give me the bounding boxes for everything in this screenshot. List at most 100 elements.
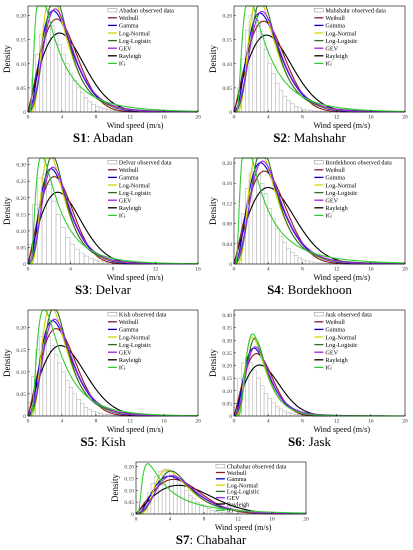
legend-entry: Jask observed data [325, 312, 372, 319]
legend-entry: Log-Logistic [325, 38, 358, 45]
legend-entry: Weibull [227, 470, 247, 477]
y-tick-label: 0.20 [222, 364, 232, 370]
x-tick-label: 12 [127, 115, 133, 121]
chart-panel-s1: 0 4 8 12 16 20 0 0.05 0.10 0.15 0.20 Wind speed (m/… [0, 0, 206, 152]
y-tick-label: 0.15 [16, 38, 26, 44]
histogram-bar [57, 362, 62, 417]
histogram-bar [65, 237, 71, 265]
legend-entry: IG [325, 61, 332, 68]
x-tick-label: 4 [61, 115, 64, 121]
legend-swatch-observed [107, 312, 118, 317]
y-tick-label: 0 [23, 262, 26, 268]
histogram-bar [188, 494, 193, 515]
y-axis-label: Density [2, 349, 12, 377]
y-tick-label: 0.20 [222, 161, 232, 167]
histogram-bar [87, 101, 92, 113]
histogram-bar [91, 410, 96, 417]
histogram-bar [76, 398, 81, 417]
x-tick-label: 4 [267, 267, 270, 273]
curve-ig [234, 157, 406, 265]
histogram-bar [60, 227, 66, 265]
panel-caption: S7: Chabahar [108, 532, 314, 548]
y-tick-label: 0.05 [16, 392, 26, 398]
y-tick-label: 0.35 [222, 326, 232, 332]
histogram-bar [191, 498, 197, 515]
y-tick-label: 0.16 [222, 181, 232, 187]
x-tick-label: 0 [233, 419, 236, 425]
caption-station-name: : Jask [301, 434, 331, 449]
caption-station-code: S4 [267, 282, 281, 297]
y-axis-label: Density [110, 474, 120, 502]
curve-ig [136, 463, 307, 515]
y-tick-label: 0.05 [222, 401, 232, 407]
histogram-bar [46, 336, 51, 417]
histogram-bar [271, 218, 276, 265]
x-tick-label: 8 [203, 517, 206, 523]
y-tick-label: 0 [131, 512, 134, 518]
x-tick-label: 8 [112, 267, 115, 273]
histogram-bar [290, 252, 295, 265]
legend-entry: GEV [325, 46, 338, 53]
histogram-bar [278, 408, 284, 417]
histogram-bar [275, 82, 280, 113]
x-tick-label: 20 [303, 517, 309, 523]
chart-svg: 0 4 8 12 16 20 0 0.05 0.10 0.15 0.20 Wind speed (m/… [110, 461, 309, 532]
x-tick-label: 0 [27, 115, 30, 121]
histogram-bar [46, 20, 51, 113]
histogram-bar [256, 377, 261, 417]
curve-gev [233, 160, 406, 265]
histogram-bar [267, 63, 272, 113]
curve-ig [28, 309, 199, 417]
x-tick-label: 0 [27, 267, 30, 273]
histogram-bar [91, 104, 96, 113]
y-tick-label: 0.05 [124, 500, 134, 506]
plot-frame [233, 309, 406, 417]
histogram-bar [305, 260, 310, 265]
x-axis-label: Wind speed (m/s) [107, 425, 164, 434]
histogram-bar [53, 353, 59, 417]
x-tick-label: 4 [169, 517, 172, 523]
y-tick-label: 0.40 [222, 313, 232, 319]
histogram-bar [184, 490, 189, 515]
legend-entry: Gamma [119, 23, 139, 30]
histogram-bar [106, 109, 111, 113]
y-tick-label: 0 [23, 414, 26, 420]
caption-station-name: : Kish [94, 434, 126, 449]
x-tick-label: 12 [334, 419, 340, 425]
histogram-bar [252, 370, 257, 417]
legend-entry: Weibull [119, 167, 139, 174]
histogram-bar [76, 87, 81, 113]
x-tick-label: 16 [161, 419, 167, 425]
x-tick-label: 4 [61, 419, 64, 425]
histogram-bar [83, 97, 89, 113]
legend-entry: Log-Normal [119, 334, 150, 341]
chart-svg: 0 4 8 12 16 0 0.05 0.10 0.15 0.20 0.25 0.30 Wind spe… [2, 157, 201, 282]
y-tick-label: 0.10 [16, 229, 26, 235]
legend-entry: Delvar observed data [119, 160, 172, 167]
histogram-bar [297, 257, 302, 265]
x-axis-label: Wind speed (m/s) [107, 273, 164, 282]
chart-panel-s2: 0 4 8 12 16 20 0 0.05 0.10 0.15 0.20 Wind speed (m/… [206, 0, 413, 152]
x-tick-label: 4 [267, 115, 270, 121]
x-tick-label: 12 [235, 517, 241, 523]
x-tick-label: 8 [95, 115, 98, 121]
legend-entry: Log-Logistic [325, 342, 358, 349]
y-tick-label: 0.15 [16, 348, 26, 354]
panel-caption: S1: Abadan [0, 130, 206, 146]
legend-swatch-observed [215, 464, 226, 469]
x-tick-label: 0 [135, 517, 138, 523]
chart-svg: 0 4 8 12 16 20 0 0.05 0.10 0.15 0.20 Wind speed (m/… [2, 309, 201, 434]
legend-entry: IG [119, 61, 126, 68]
legend-entry: Rayleigh [119, 357, 142, 364]
legend-entry: Bordekhoon observed data [325, 160, 392, 167]
histogram-bar [65, 380, 70, 417]
histogram-bar [69, 243, 75, 265]
caption-station-code: S2 [273, 130, 287, 145]
y-tick-label: 0.30 [16, 163, 26, 169]
legend-entry: IG [119, 213, 126, 220]
chart-panel-s4: 0 4 8 12 16 20 0 0.04 0.08 0.12 0.16 0.20 Wind speed… [206, 152, 413, 304]
caption-station-name: : Mahshahr [286, 130, 346, 145]
histogram-bar [102, 108, 107, 113]
curve-ig [28, 5, 199, 113]
y-tick-label: 0.04 [222, 242, 232, 248]
